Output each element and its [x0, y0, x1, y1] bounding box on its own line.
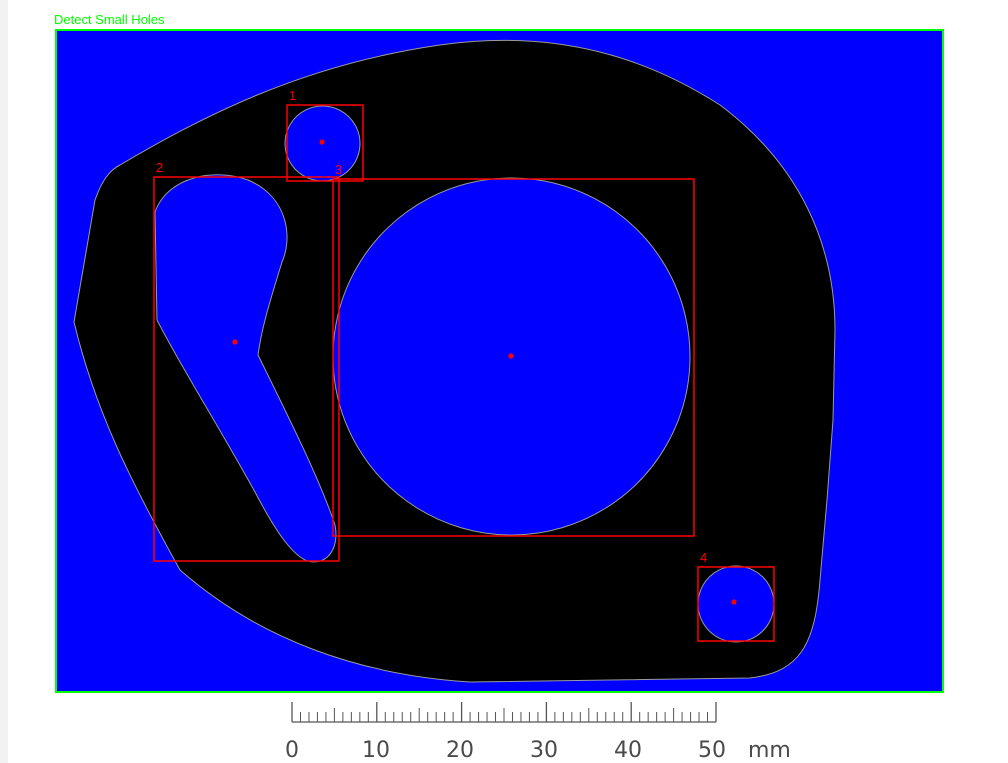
scale-ticks: [291, 702, 717, 722]
blob-4-center-marker: [731, 599, 737, 605]
scan-edge: [0, 0, 8, 763]
blob-4-label: 4: [700, 550, 707, 565]
blob-1-label: 1: [289, 88, 296, 103]
scale-label: 30: [530, 738, 558, 763]
scale-label: 0: [285, 738, 299, 763]
blob-4[interactable]: 4: [697, 550, 775, 642]
roi-label: Detect Small Holes: [54, 12, 165, 27]
blob-1-center-marker: [319, 139, 325, 145]
blob-2-label: 2: [156, 160, 163, 175]
blob-3-label: 3: [335, 162, 342, 177]
scale-label: 20: [446, 738, 474, 763]
blob-3[interactable]: 3: [332, 162, 695, 537]
roi-frame[interactable]: [55, 29, 944, 693]
blob-2-bounding-box: [153, 176, 340, 562]
blob-1[interactable]: 1: [286, 88, 364, 182]
scale-label: 50: [698, 738, 726, 763]
blob-2-center-marker: [232, 339, 238, 345]
scale-unit: mm: [748, 738, 791, 763]
blob-4-bounding-box: [697, 566, 775, 642]
blob-2[interactable]: 2: [153, 160, 340, 562]
blob-3-center-marker: [508, 353, 514, 359]
scale-bar: 0 10 20 30 40 50 mm: [285, 702, 791, 763]
scale-label: 10: [362, 738, 390, 763]
blob-3-bounding-box: [332, 178, 695, 537]
blob-1-bounding-box: [286, 104, 364, 182]
scale-label: 40: [614, 738, 642, 763]
